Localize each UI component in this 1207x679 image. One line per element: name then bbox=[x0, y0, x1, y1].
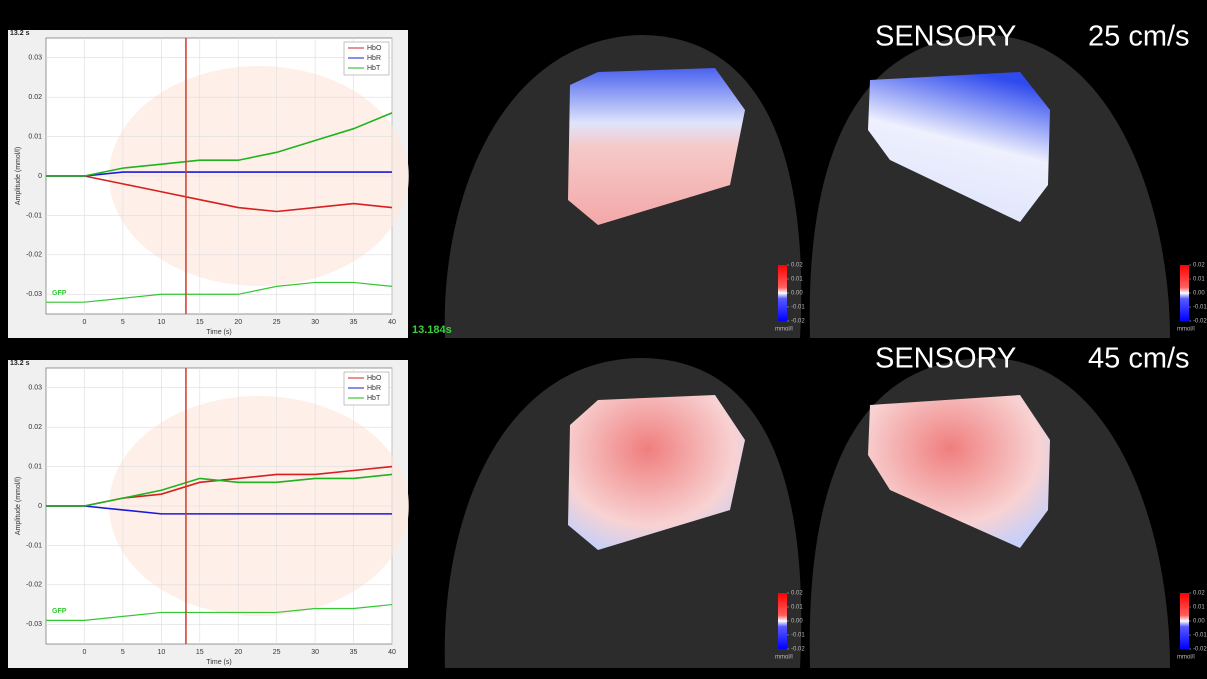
y-tick-label: -0.01 bbox=[26, 212, 42, 219]
legend-label: HbO bbox=[367, 375, 382, 382]
x-tick-label: 40 bbox=[388, 649, 396, 656]
x-tick-label: 35 bbox=[350, 649, 358, 656]
colorbar-tick-label: -0.01 bbox=[1193, 633, 1207, 639]
y-tick-label: 0.03 bbox=[28, 55, 42, 62]
colorbar-tick-label: -0.01 bbox=[791, 305, 805, 311]
x-tick-label: 35 bbox=[350, 319, 358, 326]
colorbar-tick-label: 0.01 bbox=[1193, 277, 1205, 283]
colorbar bbox=[778, 593, 787, 649]
panel-label: SENSORY bbox=[875, 343, 1016, 375]
colorbar-tick-label: 0.01 bbox=[791, 605, 803, 611]
x-tick-label: 40 bbox=[388, 319, 396, 326]
x-tick-label: 0 bbox=[82, 649, 86, 656]
colorbar-tick-label: 0.02 bbox=[791, 263, 803, 269]
y-tick-label: 0 bbox=[38, 503, 42, 510]
time-label: 13.2 s bbox=[10, 360, 30, 367]
y-tick-label: -0.01 bbox=[26, 542, 42, 549]
colorbar-tick-label: 0.01 bbox=[1193, 605, 1205, 611]
x-tick-label: 30 bbox=[311, 319, 319, 326]
colorbar-tick-label: 0.02 bbox=[791, 591, 803, 597]
y-tick-label: 0 bbox=[38, 173, 42, 180]
colorbar bbox=[1180, 265, 1189, 321]
legend-label: HbR bbox=[367, 55, 381, 62]
x-tick-label: 25 bbox=[273, 319, 281, 326]
colorbar-unit: mmol/l bbox=[775, 327, 793, 333]
panel-label: SENSORY bbox=[875, 21, 1016, 53]
gfp-label: GFP bbox=[52, 290, 67, 297]
y-tick-label: 0.03 bbox=[28, 385, 42, 392]
x-tick-label: 10 bbox=[157, 649, 165, 656]
y-tick-label: 0.02 bbox=[28, 424, 42, 431]
x-tick-label: 5 bbox=[121, 649, 125, 656]
colorbar-tick-label: 0.00 bbox=[1193, 291, 1205, 297]
panel-speed: 25 cm/s bbox=[1088, 21, 1190, 53]
colorbar-unit: mmol/l bbox=[1177, 655, 1195, 661]
colorbar-unit: mmol/l bbox=[1177, 327, 1195, 333]
y-tick-label: -0.03 bbox=[26, 621, 42, 628]
legend-label: HbT bbox=[367, 65, 381, 72]
y-tick-label: 0.02 bbox=[28, 94, 42, 101]
x-tick-label: 0 bbox=[82, 319, 86, 326]
colorbar-tick-label: -0.02 bbox=[791, 319, 805, 325]
colorbar-tick-label: 0.00 bbox=[791, 619, 803, 625]
colorbar-tick-label: 0.02 bbox=[1193, 263, 1205, 269]
legend-label: HbR bbox=[367, 385, 381, 392]
x-tick-label: 25 bbox=[273, 649, 281, 656]
colorbar-tick-label: 0.02 bbox=[1193, 591, 1205, 597]
colorbar-tick-label: -0.01 bbox=[791, 633, 805, 639]
colorbar-tick-label: 0.01 bbox=[791, 277, 803, 283]
y-tick-label: -0.02 bbox=[26, 582, 42, 589]
y-axis-label: Amplitude (mmol/l) bbox=[15, 147, 22, 205]
x-tick-label: 10 bbox=[157, 319, 165, 326]
x-tick-label: 20 bbox=[234, 649, 242, 656]
screen: 13.184s SENSORY 25 cm/s SENSORY 45 cm/s … bbox=[0, 0, 1207, 679]
colorbar-tick-label: -0.01 bbox=[1193, 305, 1207, 311]
page: {"chart_data": [ {"type": "line", "ylabe… bbox=[0, 0, 1207, 679]
colorbar-unit: mmol/l bbox=[775, 655, 793, 661]
legend-label: HbT bbox=[367, 395, 381, 402]
x-axis-label: Time (s) bbox=[206, 329, 231, 336]
colorbar-tick-label: 0.00 bbox=[791, 291, 803, 297]
x-tick-label: 20 bbox=[234, 319, 242, 326]
colorbar-tick-label: -0.02 bbox=[1193, 647, 1207, 653]
y-tick-label: 0.01 bbox=[28, 463, 42, 470]
panel-speed: 45 cm/s bbox=[1088, 343, 1190, 375]
colorbar bbox=[1180, 593, 1189, 649]
legend-label: HbO bbox=[367, 45, 382, 52]
timestamp: 13.184s bbox=[412, 324, 452, 336]
gfp-label: GFP bbox=[52, 608, 67, 615]
colorbar-tick-label: -0.02 bbox=[791, 647, 805, 653]
y-tick-label: -0.03 bbox=[26, 291, 42, 298]
colorbar-tick-label: -0.02 bbox=[1193, 319, 1207, 325]
colorbar-tick-label: 0.00 bbox=[1193, 619, 1205, 625]
y-tick-label: 0.01 bbox=[28, 133, 42, 140]
x-tick-label: 5 bbox=[121, 319, 125, 326]
x-axis-label: Time (s) bbox=[206, 659, 231, 666]
time-label: 13.2 s bbox=[10, 30, 30, 37]
colorbar bbox=[778, 265, 787, 321]
x-tick-label: 30 bbox=[311, 649, 319, 656]
y-tick-label: -0.02 bbox=[26, 252, 42, 259]
x-tick-label: 15 bbox=[196, 649, 204, 656]
x-tick-label: 15 bbox=[196, 319, 204, 326]
y-axis-label: Amplitude (mmol/l) bbox=[15, 477, 22, 535]
